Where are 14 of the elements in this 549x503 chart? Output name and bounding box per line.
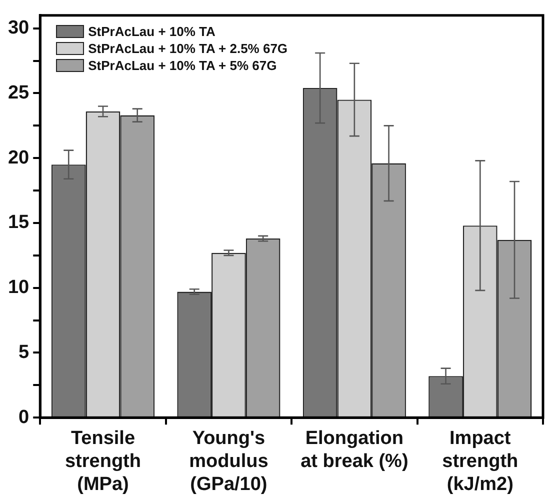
x-tick-label: Tensile strength (MPa)	[64, 428, 141, 495]
y-tick-label: 5	[18, 342, 30, 363]
y-tick-label: 10	[8, 277, 30, 298]
y-tick-label: 0	[18, 406, 30, 428]
x-tick-label: Impact strength (kJ/m2)	[442, 428, 518, 495]
legend-label: StPrAcLau + 10% TA + 5% 67G	[88, 58, 277, 74]
y-tick-label: 15	[8, 212, 30, 234]
y-tick-label: 30	[8, 18, 30, 39]
legend-label: StPrAcLau + 10% TA + 2.5% 67G	[88, 41, 288, 56]
y-tick-label: 25	[8, 82, 30, 104]
x-tick-label: Elongation at break (%)	[300, 428, 408, 472]
y-tick-label: 20	[8, 147, 30, 168]
x-tick-label: Young's modulus (GPa/10)	[189, 428, 268, 495]
legend-label: StPrAcLau + 10% TA	[88, 24, 216, 40]
